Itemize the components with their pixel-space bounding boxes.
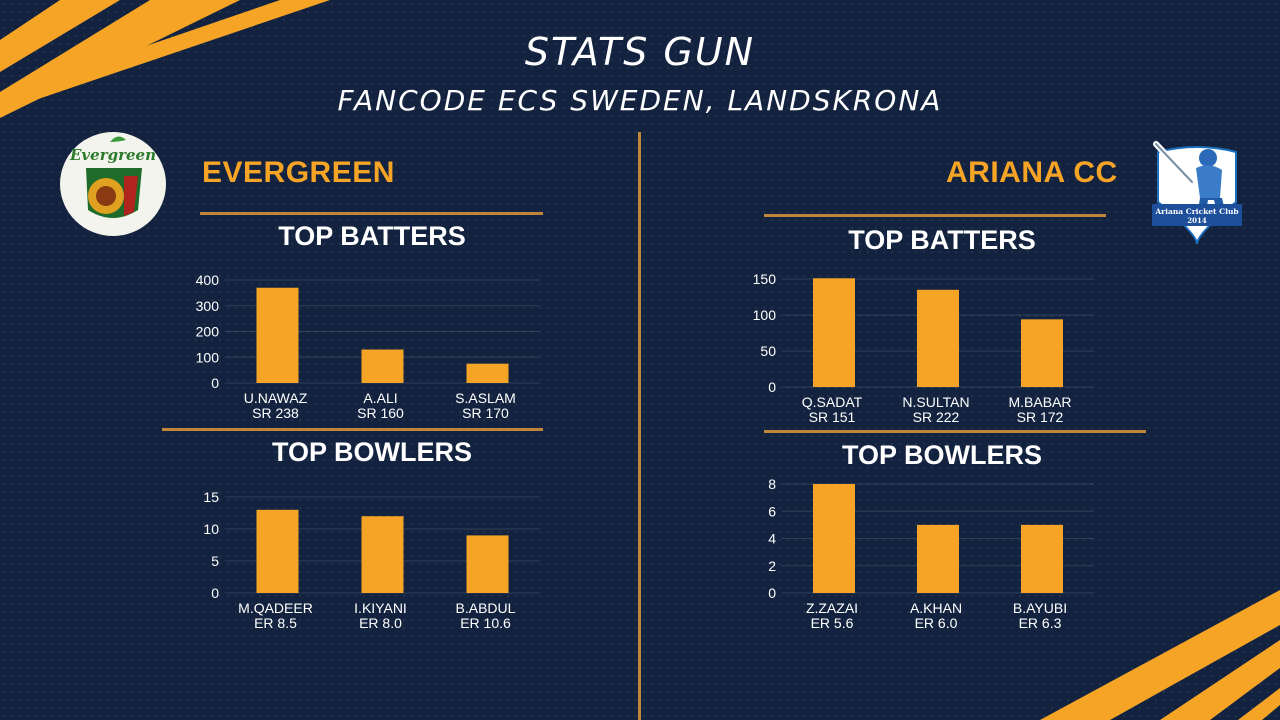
chart-3-ytick-label: 2 (768, 558, 776, 574)
evergreen-batters-title: TOP BATTERS (278, 221, 466, 251)
svg-text:Evergreen: Evergreen (69, 146, 156, 164)
chart-3-sub-label: ER 6.0 (915, 615, 958, 631)
chart-0-bar-aali (361, 349, 404, 383)
chart-1-sub-label: ER 8.0 (359, 615, 402, 631)
chart-0-category-label: U.NAWAZ (244, 390, 308, 406)
chart-1-ytick-label: 0 (211, 585, 219, 601)
chart-3-ytick-label: 8 (768, 476, 776, 492)
svg-text:Ariana Cricket Club: Ariana Cricket Club (1154, 207, 1238, 216)
ariana-header-line (764, 214, 1106, 217)
chart-1-category-label: M.QADEER (238, 600, 313, 616)
chart-2-category-label: Q.SADAT (802, 394, 863, 410)
chart-1-sub-label: ER 8.5 (254, 615, 297, 631)
chart-3-ytick-label: 4 (768, 531, 776, 547)
chart-3-category-label: B.AYUBI (1013, 600, 1067, 616)
chart-3-ytick-label: 6 (768, 503, 776, 519)
chart-3-bar-zzazai (813, 484, 855, 593)
chart-0-bar-saslam (466, 363, 509, 383)
team-name-ariana: ARIANA CC (946, 156, 1118, 189)
chart-2-ytick-label: 100 (753, 307, 777, 323)
page-title: STATS GUN (524, 30, 756, 74)
evergreen-logo: Evergreen (60, 132, 166, 236)
chart-0-ytick-label: 0 (211, 375, 219, 391)
chart-2-ytick-label: 150 (753, 271, 777, 287)
chart-1-category-label: I.KIYANI (354, 600, 407, 616)
chart-2-ytick-label: 50 (760, 343, 776, 359)
chart-3-sub-label: ER 5.6 (811, 615, 854, 631)
chart-3-bar-bayubi (1021, 524, 1063, 593)
svg-text:2014: 2014 (1187, 216, 1207, 225)
chart-0-sub-label: SR 170 (462, 405, 509, 421)
ariana-bowlers-title: TOP BOWLERS (841, 440, 1043, 470)
ariana-section-line (764, 430, 1146, 433)
chart-2-category-label: M.BABAR (1008, 394, 1071, 410)
chart-1-category-label: B.ABDUL (456, 600, 516, 616)
chart-3-bar-akhan (917, 524, 959, 593)
chart-0-ytick-label: 300 (196, 298, 220, 314)
ariana-cricket-club-logo: Ariana Cricket Club 2014 (1152, 141, 1242, 245)
chart-3-ytick-label: 0 (768, 585, 776, 601)
chart-3-sub-label: ER 6.3 (1019, 615, 1062, 631)
chart-2-sub-label: SR 151 (809, 409, 856, 425)
chart-1-ytick-label: 15 (203, 489, 219, 505)
chart-0-category-label: S.ASLAM (455, 390, 516, 406)
chart-2-category-label: N.SULTAN (902, 394, 969, 410)
chart-0-ytick-label: 200 (196, 324, 220, 340)
chart-1-sub-label: ER 10.6 (460, 615, 511, 631)
chart-0-sub-label: SR 160 (357, 405, 404, 421)
team-name-evergreen: EVERGREEN (202, 156, 395, 189)
chart-2-bar-mbabar (1021, 319, 1063, 387)
chart-2-bar-nsultan (917, 289, 959, 387)
chart-3-category-label: Z.ZAZAI (806, 600, 858, 616)
chart-0-ytick-label: 400 (196, 272, 220, 288)
chart-0-ytick-label: 100 (196, 349, 220, 365)
evergreen-header-line (200, 212, 543, 215)
vertical-divider (638, 132, 641, 720)
chart-2-sub-label: SR 222 (913, 409, 960, 425)
chart-1-ytick-label: 5 (211, 553, 219, 569)
chart-0-bar-unawaz (256, 287, 299, 383)
chart-1-ytick-label: 10 (203, 521, 219, 537)
chart-0-category-label: A.ALI (363, 390, 397, 406)
ariana-batters-title: TOP BATTERS (848, 225, 1036, 255)
evergreen-bowlers-title: TOP BOWLERS (271, 437, 473, 467)
chart-1-bar-mqadeer (256, 509, 299, 593)
chart-0-sub-label: SR 238 (252, 405, 299, 421)
chart-2-bar-qsadat (813, 278, 855, 387)
evergreen-section-line (162, 428, 543, 431)
chart-2-sub-label: SR 172 (1017, 409, 1064, 425)
chart-1-bar-babdul (466, 535, 509, 593)
chart-1-bar-ikiyani (361, 516, 404, 593)
chart-3-category-label: A.KHAN (910, 600, 962, 616)
chart-2-ytick-label: 0 (768, 379, 776, 395)
page-subtitle: FANCODE ECS SWEDEN, LANDSKRONA (337, 84, 943, 117)
